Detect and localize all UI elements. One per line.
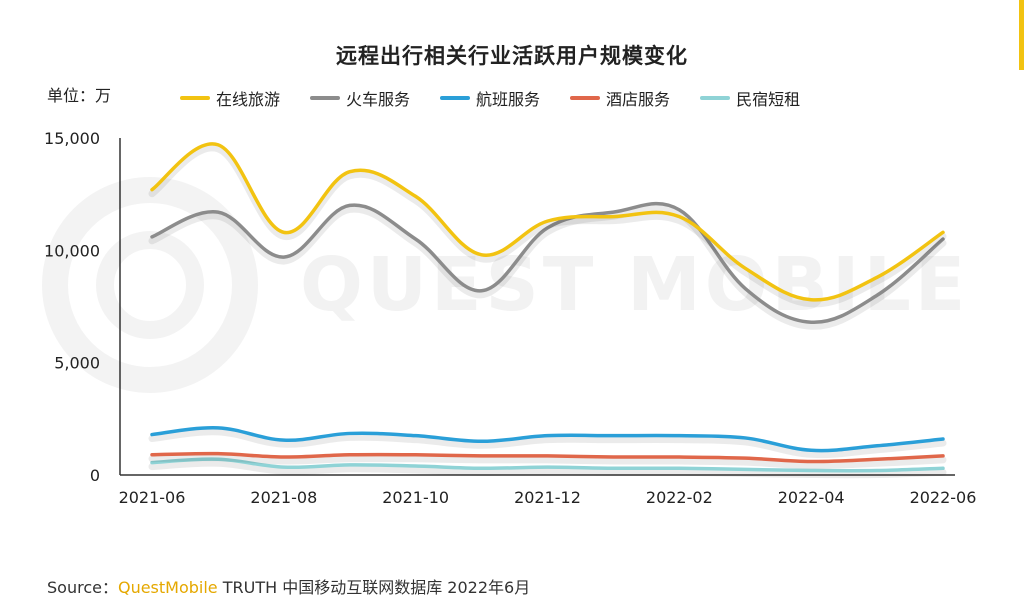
series-line-在线旅游 (150, 142, 945, 302)
x-tick-label: 2021-12 (514, 488, 581, 507)
legend-item: 火车服务 (310, 86, 410, 110)
x-tick-label: 2022-02 (646, 488, 713, 507)
x-tick-label: 2021-10 (382, 488, 449, 507)
series-shadow (148, 144, 947, 308)
x-tick-label: 2022-04 (778, 488, 845, 507)
legend-swatch (570, 96, 601, 100)
legend-label: 火车服务 (346, 90, 411, 109)
legend-label: 在线旅游 (216, 90, 281, 109)
legend-item: 航班服务 (440, 86, 540, 110)
y-tick-label: 10,000 (44, 241, 100, 260)
series-shadow (148, 204, 947, 330)
series-line-酒店服务 (150, 451, 945, 464)
legend-item: 民宿短租 (700, 86, 800, 110)
legend-item: 酒店服务 (570, 86, 670, 110)
series-line-航班服务 (150, 425, 945, 453)
legend-label: 民宿短租 (736, 90, 801, 109)
source-brand: QuestMobile (117, 578, 218, 597)
x-tick-label: 2021-06 (119, 488, 186, 507)
legend-item: 在线旅游 (180, 86, 280, 110)
legend-swatch (310, 96, 341, 100)
legend-swatch (180, 96, 210, 100)
y-tick-label: 5,000 (54, 354, 100, 373)
series-shadow (148, 428, 947, 459)
series-shadow (148, 454, 947, 470)
legend-swatch (700, 96, 731, 100)
unit-label: 单位：万 (47, 86, 112, 105)
x-tick-label: 2022-06 (910, 488, 977, 507)
chart-title: 远程出行相关行业活跃用户规模变化 (336, 44, 688, 68)
legend-swatch (440, 96, 471, 100)
series-shadow (148, 459, 947, 479)
watermark: QUEST MOBILE (42, 177, 969, 393)
legend-label: 航班服务 (476, 90, 541, 109)
source-prefix: Source： (47, 578, 118, 597)
source-note: Source：QuestMobile TRUTH 中国移动互联网数据库 2022… (47, 574, 530, 598)
watermark-text: QUEST MOBILE (300, 242, 969, 328)
y-tick-label: 0 (90, 466, 100, 485)
source-suffix: TRUTH 中国移动互联网数据库 2022年6月 (217, 578, 531, 597)
legend-label: 酒店服务 (606, 90, 671, 109)
accent-bar (1019, 0, 1024, 70)
x-tick-label: 2021-08 (250, 488, 317, 507)
legend: 在线旅游 火车服务 航班服务 酒店服务 民宿短租 (180, 86, 830, 110)
series-line-火车服务 (150, 201, 945, 324)
y-tick-label: 15,000 (44, 129, 100, 148)
series-line-民宿短租 (150, 457, 945, 473)
